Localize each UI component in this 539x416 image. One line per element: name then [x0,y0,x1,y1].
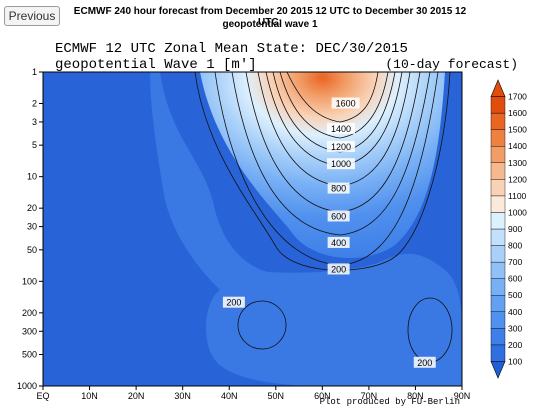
y-tick-label: 100 [22,276,37,286]
colorbar-swatch [490,162,506,180]
x-tick-label: 40N [221,391,238,401]
y-tick-label: 10 [27,172,37,182]
colorbar-label: 1600 [508,108,527,118]
colorbar-bottom-arrow [490,361,506,379]
contour-labels: 1600 1400 1200 1000 800 600 400 200 200 200 [222,97,436,368]
colorbar-label: 800 [508,241,522,251]
y-tick-label: 2 [32,99,37,109]
colorbar-label: 900 [508,224,522,234]
y-tick-label: 3 [32,117,37,127]
colorbar-top-arrow [490,79,506,97]
contour-label: 200 [417,358,432,368]
contour-label: 1200 [331,142,351,152]
y-tick-label: 5 [32,140,37,150]
y-tick-label: 50 [27,245,37,255]
colorbar-swatch [490,129,506,147]
colorbar-label: 1000 [508,207,527,217]
contour-label-bg [326,122,355,134]
colorbar: 100 200 300 400 500 600 700 800 900 1000 1100 1200 1… [490,79,527,379]
contour-label: 600 [331,211,346,221]
field-cell-left [237,300,287,350]
contour-label-bg [326,158,355,170]
y-tick-label: 1000 [17,381,37,391]
colorbar-label: 200 [508,340,522,350]
contour-label-bg [327,236,350,248]
colorbar-swatch [490,212,506,230]
chart-subtitle: geopotential Wave 1 [m'] [55,57,257,73]
colorbar-label: 1200 [508,174,527,184]
colorbar-label: 1300 [508,158,527,168]
chart-note: (10-day forecast) [385,57,518,72]
contour-label: 800 [331,184,346,194]
colorbar-label: 300 [508,323,522,333]
colorbar-swatch [490,112,506,130]
contour-label: 1600 [336,99,356,109]
x-tick-label: 90N [454,391,471,401]
previous-button[interactable]: Previous [4,6,60,26]
y-tick-label: 300 [22,326,37,336]
contour-label-bg [327,263,350,275]
contour-label-bg [327,210,350,222]
colorbar-swatch [490,245,506,263]
x-tick-label: 30N [174,391,191,401]
y-tick-label: 30 [27,222,37,232]
axes: EQ 10N 20N 30N 40N 50N 60N 70N 80N 90N 1 2 3 5 10 20 30 5… [17,67,470,401]
x-tick-label: 70N [361,391,378,401]
contour-label-bg [326,140,355,152]
colorbar-swatch [490,311,506,329]
colorbar-swatch [490,328,506,346]
colorbar-label: 1700 [508,92,527,102]
colorbar-label: 700 [508,257,522,267]
y-tick-label: 500 [22,349,37,359]
contour-label-bg [331,97,360,109]
plot-area [43,72,462,386]
colorbar-label: 1400 [508,141,527,151]
field-cell-right [407,297,453,363]
contour-label: 1400 [331,124,351,134]
contour-label-bg [327,182,350,194]
contour-label: 1000 [331,159,351,169]
colorbar-label: 400 [508,307,522,317]
contour-label: 200 [226,298,241,308]
contour-label: 400 [331,238,346,248]
contour-label-bg [413,356,436,368]
colorbar-swatch [490,96,506,114]
field-core [200,72,445,259]
contour-label-bg [222,296,245,308]
x-tick-label: 10N [81,391,98,401]
colorbar-swatch [490,344,506,362]
colorbar-swatch [490,278,506,296]
contour-label: 200 [331,264,346,274]
colorbar-swatch [490,295,506,312]
chart-title: ECMWF 12 UTC Zonal Mean State: DEC/30/20… [55,41,408,57]
y-tick-label: 200 [22,308,37,318]
x-tick-label: 50N [268,391,285,401]
colorbar-swatch [490,261,506,279]
page-title-line-1: ECMWF 240 hour forecast from December 20… [73,6,467,28]
colorbar-label: 100 [508,356,522,366]
x-tick-label: 60N [314,391,331,401]
plot-frame [42,71,463,387]
chart-credit: Plot produced by FU-Berlin [320,397,460,407]
colorbar-swatch [490,228,506,246]
colorbar-label: 500 [508,290,522,300]
colorbar-swatch [490,179,506,197]
page-title-line-2: geopotential wave 1 [222,19,318,30]
x-tick-label: EQ [36,391,49,401]
x-tick-label: 20N [128,391,145,401]
colorbar-label: 1500 [508,125,527,135]
colorbar-label: 1100 [508,191,527,201]
y-tick-label: 1 [32,67,37,77]
colorbar-swatch [490,195,506,213]
y-tick-label: 20 [27,203,37,213]
colorbar-label: 600 [508,274,522,284]
x-tick-label: 80N [407,391,424,401]
colorbar-swatch [490,146,506,163]
